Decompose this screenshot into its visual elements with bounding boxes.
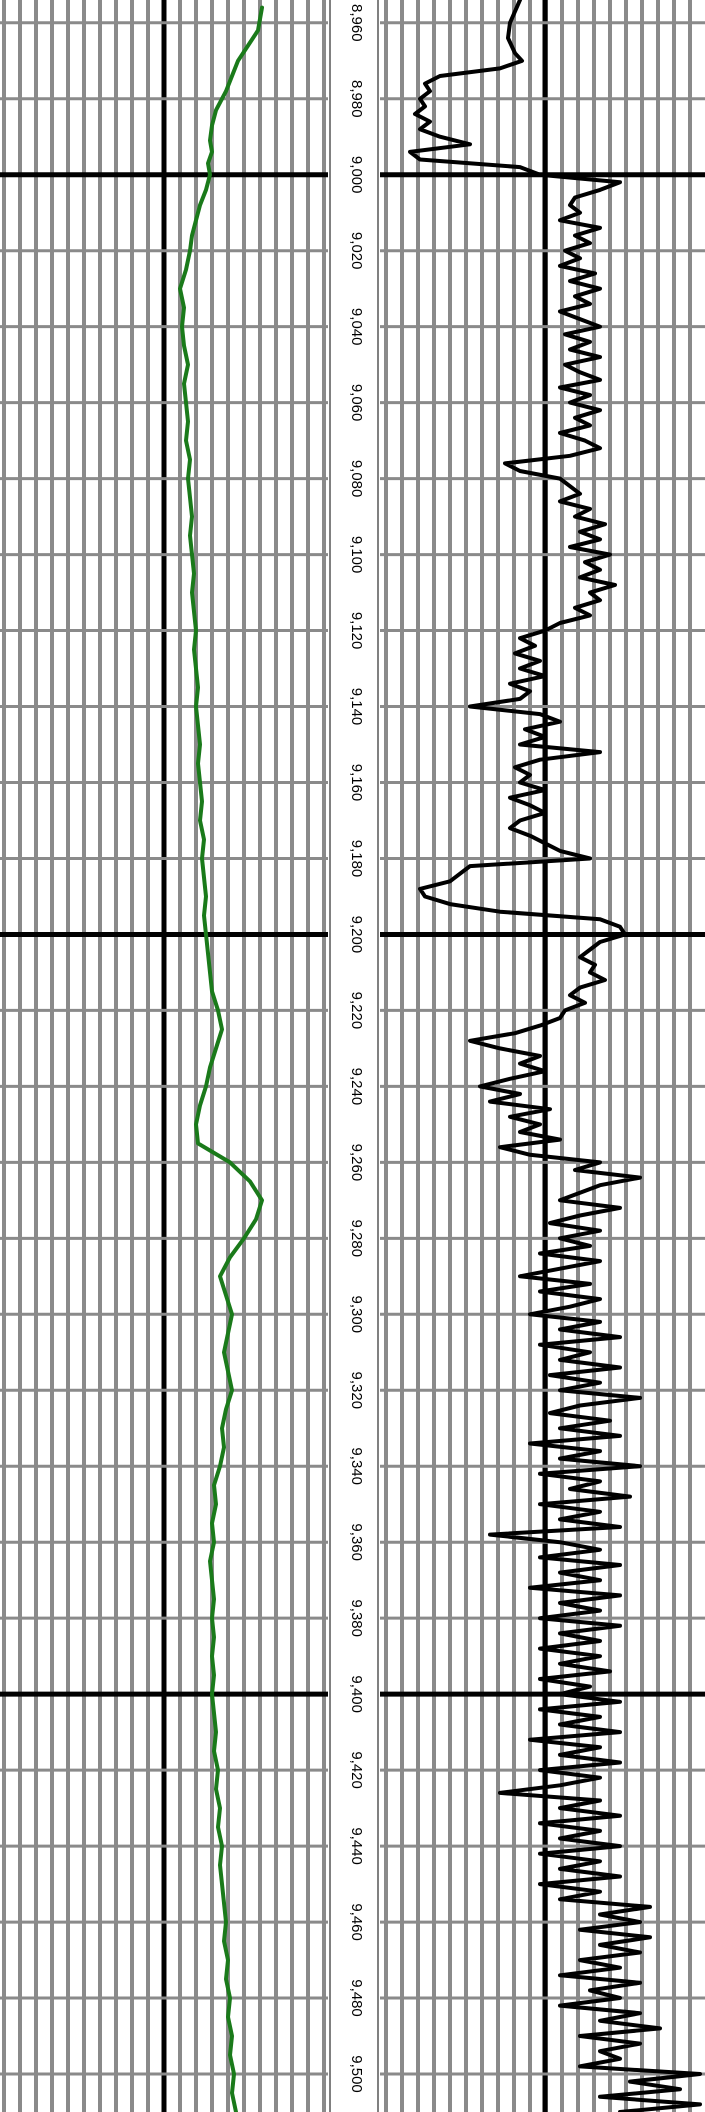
depth-tick-label: 8,980: [348, 80, 365, 118]
depth-tick-label: 9,340: [348, 1447, 365, 1485]
left-track-curve: [178, 5, 264, 2112]
right-track-grid: [380, 0, 705, 2112]
depth-tick-label: 9,180: [348, 840, 365, 878]
right-track-curve: [408, 0, 702, 2112]
depth-tick-label: 9,000: [348, 156, 365, 194]
depth-tick-label: 9,200: [348, 916, 365, 954]
depth-tick-label: 8,960: [348, 4, 365, 42]
depth-tick-label: 9,120: [348, 612, 365, 650]
depth-tick-label: 9,240: [348, 1068, 365, 1106]
left-track-grid: [0, 0, 328, 2112]
depth-tick-label: 9,320: [348, 1372, 365, 1410]
depth-tick-label: 9,460: [348, 1903, 365, 1941]
depth-tick-label: 9,020: [348, 232, 365, 270]
depth-tick-label: 9,080: [348, 460, 365, 498]
depth-tick-label: 9,440: [348, 1827, 365, 1865]
depth-tick-label: 9,160: [348, 764, 365, 802]
depth-tick-label: 9,480: [348, 1979, 365, 2017]
depth-tick-label: 9,300: [348, 1296, 365, 1334]
depth-tick-label: 9,360: [348, 1523, 365, 1561]
depth-tick-label: 9,420: [348, 1751, 365, 1789]
depth-tick-label: 9,100: [348, 536, 365, 574]
depth-tick-label: 9,220: [348, 992, 365, 1030]
depth-tick-label: 9,280: [348, 1220, 365, 1258]
depth-axis: 8,960 8,980 9,000 9,020 9,040 9,060 9,080 9,100…: [329, 0, 379, 2112]
series-layer: [178, 0, 702, 2112]
depth-tick-label: 9,260: [348, 1144, 365, 1182]
depth-tick-label: 9,400: [348, 1675, 365, 1713]
depth-tick-label: 9,040: [348, 308, 365, 346]
depth-tick-label: 9,060: [348, 384, 365, 422]
depth-tick-label: 9,500: [348, 2055, 365, 2093]
depth-tick-label: 9,380: [348, 1599, 365, 1637]
depth-tick-label: 9,140: [348, 688, 365, 726]
